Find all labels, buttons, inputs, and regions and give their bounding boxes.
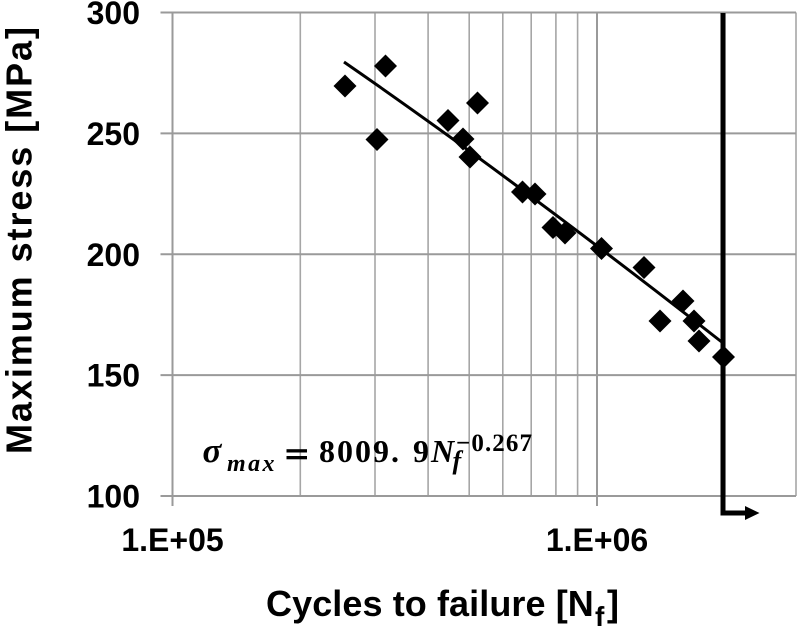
- svg-text:σ: σ: [203, 431, 223, 470]
- svg-text:250: 250: [87, 116, 140, 152]
- svg-text:8009.: 8009.: [319, 433, 401, 469]
- svg-text:300: 300: [87, 0, 140, 31]
- svg-text:1.E+05: 1.E+05: [121, 522, 223, 558]
- svg-text:9: 9: [413, 433, 429, 469]
- svg-text:150: 150: [87, 358, 140, 394]
- svg-text:100: 100: [87, 479, 140, 515]
- svg-text:max: max: [227, 451, 277, 477]
- svg-text:N: N: [430, 433, 456, 469]
- svg-text:Maximum stress [MPa]: Maximum stress [MPa]: [0, 27, 40, 454]
- svg-text:Cycles to failure [Nf]: Cycles to failure [Nf]: [266, 583, 619, 628]
- svg-text:1.E+06: 1.E+06: [546, 522, 648, 558]
- svg-text:f: f: [453, 446, 464, 475]
- svg-text:200: 200: [87, 237, 140, 273]
- svg-text:−0.267: −0.267: [456, 430, 533, 457]
